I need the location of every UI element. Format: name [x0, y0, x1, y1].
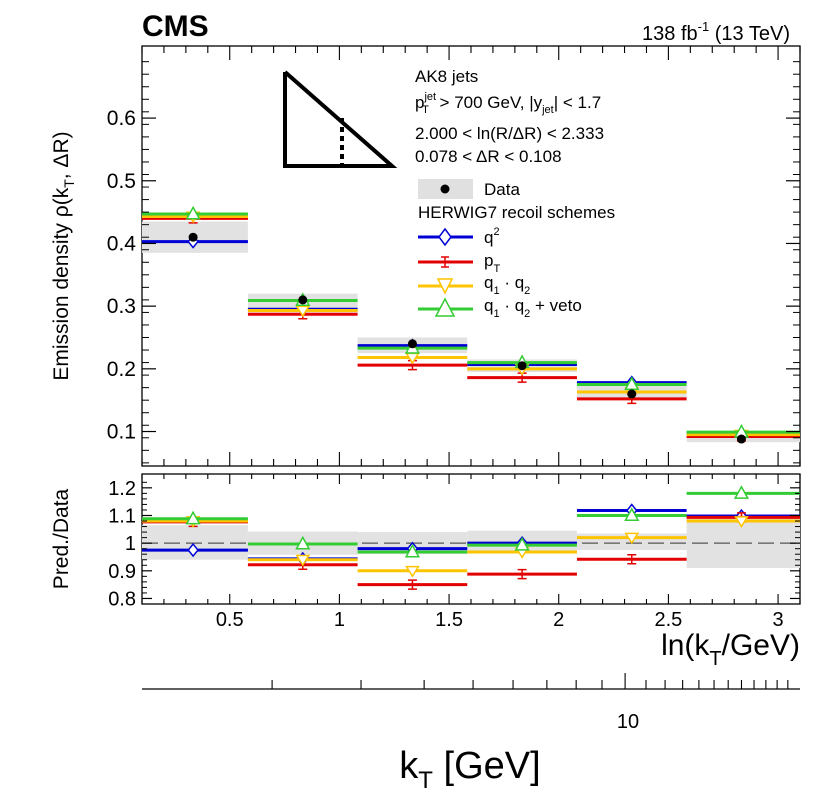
series-1-ratio-marker-2 [407, 579, 417, 590]
xtick-label-1: 1 [334, 609, 345, 631]
legend-q2-label: q2 [484, 226, 500, 247]
xtick-label-5: 3 [773, 609, 784, 631]
jet-cuts-label: pjet T > 700 GeV, |yjet| < 1.7 [415, 91, 601, 116]
secondary-tick-label-10: 10 [617, 711, 639, 733]
ratio-ytick-label-4: 1.2 [108, 478, 136, 500]
data-point-0 [188, 232, 198, 242]
top-ytick-label-3: 0.4 [107, 232, 137, 255]
series-3-ratio-marker-2 [404, 543, 421, 558]
delta-r-range-label: 0.078 < ΔR < 0.108 [415, 147, 562, 166]
top-y-axis-title: Emission density ρ(kT, ΔR) [50, 131, 77, 380]
data-point-1 [298, 295, 308, 305]
series-2-ratio-marker-2 [405, 565, 420, 578]
series-3-ratio-marker-4 [624, 507, 640, 522]
legend-veto-marker [434, 297, 456, 317]
legend-data-label: Data [484, 180, 520, 199]
data-point-2 [407, 339, 417, 349]
ratio-ytick-label-1: 0.9 [108, 561, 136, 583]
legend-q1q2-marker [436, 278, 454, 295]
ratio-ytick-label-2: 1 [125, 533, 136, 555]
secondary-axis-ticks [271, 673, 789, 689]
xtick-label-0: 0.5 [216, 609, 244, 631]
legend-group-label: HERWIG7 recoil schemes [418, 203, 615, 222]
experiment-label: CMS [142, 10, 209, 43]
series-2-ratio-marker-4 [624, 532, 640, 545]
ratio-ytick-label-3: 1.1 [108, 505, 136, 527]
secondary-x-axis-title: kT [GeV] [399, 745, 540, 792]
series-2-ratio-marker-1 [295, 554, 311, 567]
data-point-5 [736, 434, 746, 444]
series-2-top-marker-1 [295, 305, 311, 318]
series-3-top-marker-4 [624, 376, 640, 391]
xtick-label-2: 1.5 [435, 609, 463, 631]
data-point-4 [627, 389, 637, 399]
data-points [188, 232, 746, 444]
data-point-3 [517, 361, 527, 371]
xtick-label-4: 2.5 [654, 609, 682, 631]
series-1-ratio-marker-4 [627, 553, 637, 565]
series-3-ratio-marker-1 [295, 535, 311, 550]
series-0-ratio-marker-0 [187, 542, 199, 558]
ratio-y-axis-title: Pred./Data [50, 488, 73, 589]
axis-ticks: 0.1 0.2 0.3 0.4 0.5 0.6 0.8 0.9 1 1.1 1.2 0.5 1 1.5 2 2… [107, 46, 801, 631]
legend-q1q2-label: q1 · q2 [484, 273, 530, 297]
legend-veto-label: q1 · q2 + veto [484, 296, 582, 320]
top-ytick-label-2: 0.3 [107, 295, 136, 318]
legend-data-marker [440, 184, 450, 194]
series-3-top-marker-0 [185, 205, 201, 220]
top-ytick-label-1: 0.2 [107, 358, 136, 381]
legend-pt-label: pT [484, 251, 500, 275]
series-1-ratio-marker-3 [517, 568, 527, 580]
lumi-label: 138 fb-1 (13 TeV) [642, 19, 790, 45]
series-2-ratio-marker-5 [734, 516, 749, 528]
legend-q2-marker [438, 227, 452, 247]
ratio-ytick-label-0: 0.8 [108, 588, 136, 610]
lund-plane-triangle-icon [283, 70, 398, 168]
legend: Data HERWIG7 recoil schemes q2 pT q1 · q… [418, 179, 615, 320]
top-ytick-label-5: 0.6 [107, 107, 136, 130]
xtick-label-3: 2 [553, 609, 564, 631]
series-3-ratio-marker-5 [733, 485, 750, 499]
top-ytick-label-0: 0.1 [107, 421, 136, 444]
legend-pt-marker [441, 256, 449, 268]
series-3-ratio-marker-3 [514, 536, 530, 551]
ln-range-label: 2.000 < ln(R/ΔR) < 2.333 [415, 124, 604, 143]
top-ytick-label-4: 0.5 [107, 170, 136, 193]
x-axis-title: ln(kT/GeV) [661, 629, 800, 670]
series-3-ratio-marker-0 [185, 510, 201, 525]
jet-type-label: AK8 jets [415, 67, 478, 86]
